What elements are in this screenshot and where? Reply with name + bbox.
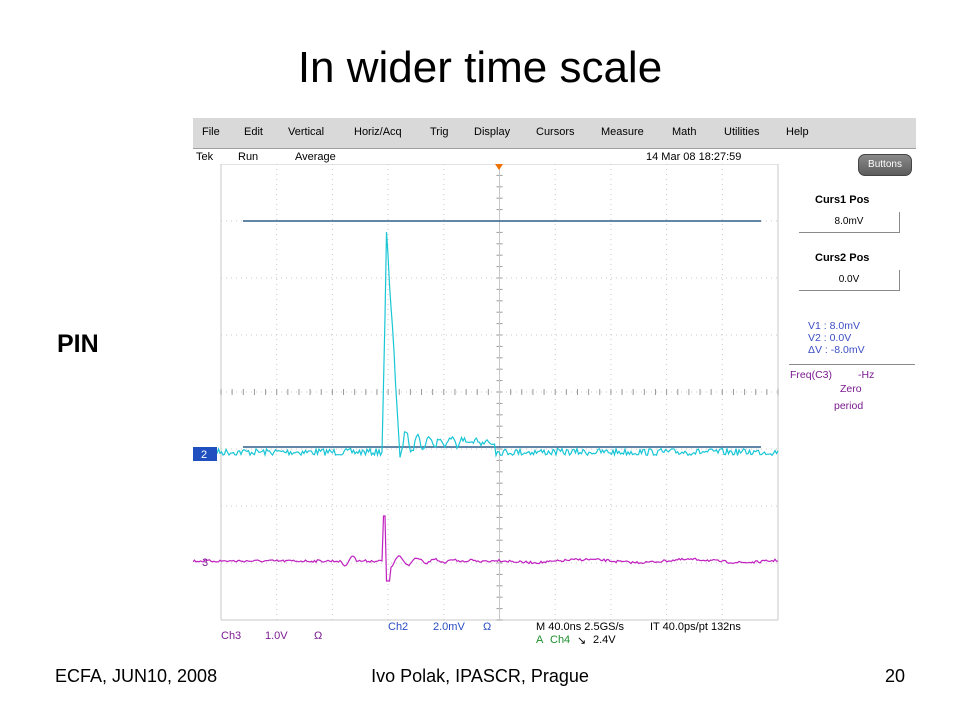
trigger-source: Ch4 [550,634,571,646]
menu-cursors[interactable]: Cursors [536,126,575,138]
freq-value: -Hz [858,369,875,381]
freq-note-period: period [834,400,864,412]
freq-label: Freq(C3) [790,369,833,381]
delta-v-readout: ΔV : -8.0mV [808,344,865,356]
graticule [220,164,779,621]
ch2-marker-label: 2 [201,449,207,461]
curs1-pos-field[interactable]: 8.0mV [799,212,900,233]
trigger-a-label: A [536,634,544,646]
acq-mode: Average [295,151,336,163]
menu-bar: File Edit Vertical Horiz/Acq Trig Displa… [193,118,916,149]
curs1-pos-label: Curs1 Pos [815,194,870,206]
oscilloscope-window: File Edit Vertical Horiz/Acq Trig Displa… [193,118,916,648]
freq-note-zero: Zero [840,383,862,395]
menu-trig[interactable]: Trig [430,126,449,138]
ch3-marker-label: 3 [202,557,208,569]
v1-readout: V1 : 8.0mV [808,320,860,332]
display-background [193,164,793,624]
menu-file[interactable]: File [202,126,220,138]
v2-readout: V2 : 0.0V [808,332,852,344]
ch2-coupling: Ω [483,621,492,633]
waveform-display[interactable]: 2 3 [193,164,793,624]
pin-label: PIN [57,330,99,358]
slide-title: In wider time scale [297,43,663,92]
menu-horiz-acq[interactable]: Horiz/Acq [354,126,402,138]
trigger-level: 2.4V [593,634,616,646]
footer-event: ECFA, JUN10, 2008 [55,666,218,686]
page-number: 20 [884,666,905,686]
panel-divider [789,364,915,365]
menu-edit[interactable]: Edit [244,126,263,138]
curs2-pos-field[interactable]: 0.0V [799,270,900,291]
ch2-label: Ch2 [388,621,409,633]
menu-math[interactable]: Math [672,126,697,138]
menu-vertical[interactable]: Vertical [288,126,325,138]
status-bar: Tek Run Average 14 Mar 08 18:27:59 [193,149,793,165]
menu-display[interactable]: Display [474,126,511,138]
ch3-label: Ch3 [221,630,242,642]
footer-author: Ivo Polak, IPASCR, Prague [371,666,589,686]
datetime: 14 Mar 08 18:27:59 [646,151,742,163]
buttons-button[interactable]: Buttons [858,154,912,176]
interp-readout: IT 40.0ps/pt 132ns [650,621,741,633]
ch2-trace [193,232,779,458]
ch2-scale: 2.0mV [433,621,465,633]
brand-label: Tek [196,151,214,163]
menu-utilities[interactable]: Utilities [724,126,760,138]
menu-measure[interactable]: Measure [601,126,644,138]
run-status: Run [238,151,259,163]
horizontal-readout: M 40.0ns 2.5GS/s [536,621,625,633]
ch3-scale: 1.0V [265,630,288,642]
trigger-position-marker [495,164,503,170]
menu-help[interactable]: Help [786,126,809,138]
ch3-trace [193,515,778,582]
ch2-ground-marker[interactable]: 2 [193,447,217,461]
curs2-pos-label: Curs2 Pos [815,252,870,264]
trigger-slope-icon: ↘ [577,635,587,647]
ch3-coupling: Ω [314,630,323,642]
